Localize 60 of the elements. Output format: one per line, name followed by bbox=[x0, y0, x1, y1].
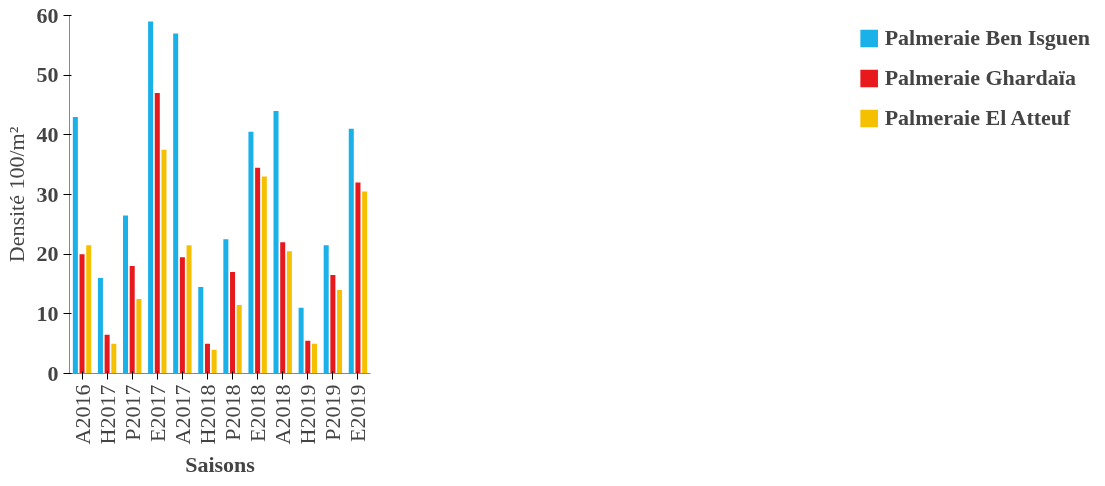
x-tick-label: E2018 bbox=[245, 384, 271, 442]
bar bbox=[97, 278, 103, 374]
x-tick-label: A2017 bbox=[169, 384, 195, 445]
bar bbox=[223, 239, 229, 374]
bar bbox=[362, 191, 368, 374]
bar bbox=[355, 182, 361, 374]
bar bbox=[104, 334, 110, 374]
x-tick-label: P2019 bbox=[320, 384, 346, 441]
x-tick-label: H2017 bbox=[94, 384, 120, 445]
bar bbox=[204, 343, 210, 374]
bar bbox=[286, 251, 292, 374]
bar bbox=[129, 266, 135, 374]
legend-label: Palmeraie El Atteuf bbox=[884, 105, 1071, 131]
bar bbox=[161, 149, 167, 374]
y-tick-label: 30 bbox=[36, 181, 59, 207]
y-tick-label: 10 bbox=[36, 300, 59, 326]
bar bbox=[311, 343, 317, 374]
bar bbox=[211, 349, 217, 374]
bar bbox=[298, 307, 304, 374]
y-tick-label: 60 bbox=[36, 2, 59, 28]
x-tick-label: E2019 bbox=[345, 384, 371, 442]
y-tick-label: 20 bbox=[36, 241, 59, 267]
x-tick-label: A2016 bbox=[69, 384, 95, 445]
x-tick-label: E2017 bbox=[144, 384, 170, 442]
bar bbox=[337, 289, 343, 374]
bar bbox=[179, 257, 185, 374]
x-tick-label: H2018 bbox=[194, 384, 220, 445]
bar bbox=[261, 176, 267, 374]
bar bbox=[273, 110, 279, 374]
y-tick-label: 50 bbox=[36, 62, 59, 88]
bar bbox=[136, 298, 142, 374]
bar bbox=[248, 131, 254, 374]
y-axis-title: Densité 100/m² bbox=[3, 126, 29, 263]
y-tick-label: 0 bbox=[47, 360, 59, 386]
bar bbox=[323, 245, 329, 374]
x-tick-label: A2018 bbox=[270, 384, 296, 445]
bar bbox=[186, 245, 192, 374]
x-axis-title: Saisons bbox=[185, 452, 256, 478]
bar bbox=[305, 340, 311, 374]
legend-label: Palmeraie Ben Isguen bbox=[884, 25, 1090, 51]
bar bbox=[111, 343, 117, 374]
bar bbox=[123, 215, 129, 374]
bar bbox=[198, 286, 204, 374]
bar bbox=[79, 254, 85, 374]
bar bbox=[86, 245, 92, 374]
bar bbox=[236, 304, 242, 374]
bar bbox=[154, 93, 160, 374]
bar bbox=[255, 167, 261, 374]
bar bbox=[173, 33, 179, 374]
bar bbox=[148, 21, 154, 374]
legend-label: Palmeraie Ghardaïa bbox=[884, 65, 1076, 91]
bar bbox=[348, 128, 354, 374]
bar bbox=[72, 116, 78, 374]
x-tick-label: P2018 bbox=[220, 384, 246, 441]
x-tick-label: P2017 bbox=[119, 384, 145, 441]
bar bbox=[330, 275, 336, 374]
bar bbox=[280, 242, 286, 374]
y-tick-label: 40 bbox=[36, 121, 59, 147]
bar bbox=[230, 272, 236, 374]
x-tick-label: H2019 bbox=[295, 384, 321, 445]
